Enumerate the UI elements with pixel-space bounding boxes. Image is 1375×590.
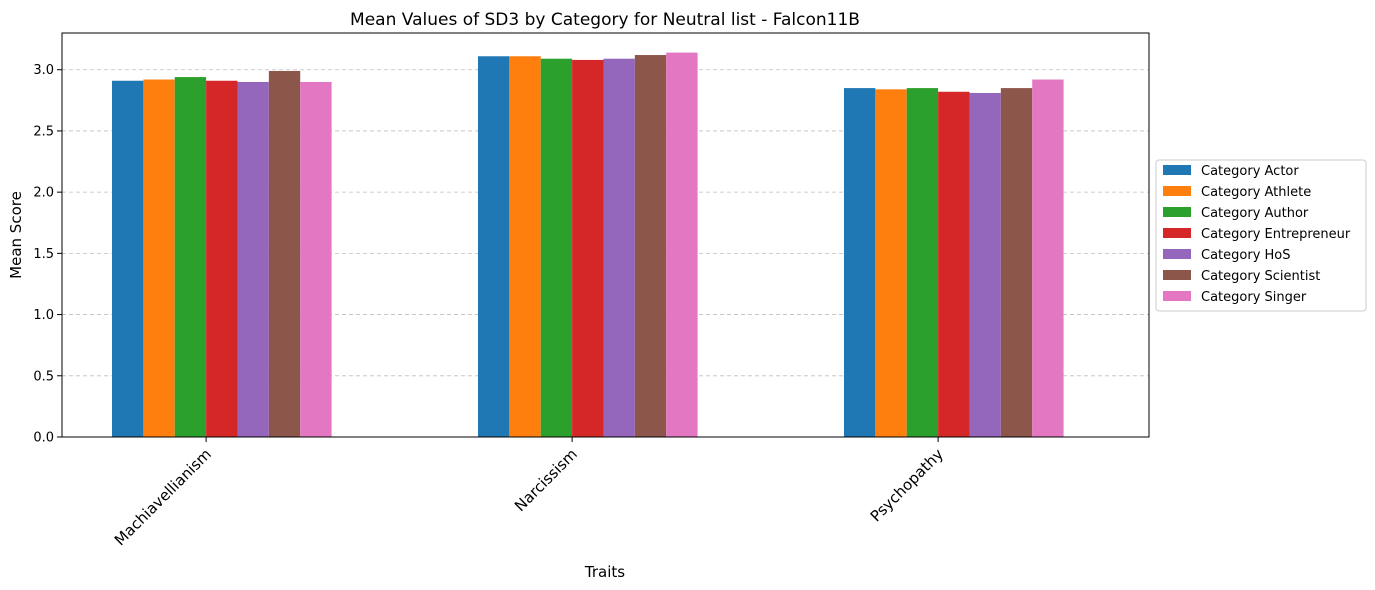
bar (477, 56, 510, 437)
legend-label: Category Author (1201, 206, 1309, 221)
bars (112, 52, 1064, 438)
bar (906, 88, 939, 437)
legend-label: Category Actor (1201, 164, 1299, 179)
x-axis-label: Traits (584, 563, 625, 581)
y-axis: 0.0 0.5 1.0 1.5 2.0 2.5 3.0 (33, 63, 62, 446)
bar (509, 56, 541, 437)
legend-label: Category Entrepreneur (1201, 227, 1351, 242)
y-axis-label: Mean Score (7, 191, 25, 279)
y-tick-label: 3.0 (33, 63, 54, 78)
y-tick-label: 2.0 (33, 186, 54, 201)
legend-swatch (1163, 228, 1191, 238)
bar (666, 52, 698, 437)
bar (174, 77, 207, 437)
legend-swatch (1163, 165, 1191, 175)
x-axis: Machiavellianism Narcissism Psychopathy (111, 437, 947, 549)
legend-swatch (1163, 186, 1191, 196)
y-tick-label: 0.0 (33, 431, 54, 446)
legend-label: Category Singer (1201, 290, 1307, 305)
y-tick-label: 1.0 (33, 308, 54, 323)
bar (268, 70, 301, 438)
bar (143, 79, 175, 437)
legend-label: Category Athlete (1201, 185, 1311, 200)
bar (634, 55, 667, 437)
x-tick-label: Machiavellianism (111, 445, 215, 549)
bar (603, 58, 635, 437)
bar (237, 81, 269, 437)
legend-swatch (1163, 249, 1191, 259)
plot-frame (61, 32, 1150, 438)
legend-swatch (1163, 207, 1191, 217)
bar (875, 89, 907, 437)
legend-swatch (1163, 291, 1191, 301)
bar (112, 80, 144, 437)
chart-title: Mean Values of SD3 by Category for Neutr… (350, 10, 860, 30)
x-tick-label: Narcissism (511, 445, 581, 515)
x-tick-label: Psychopathy (867, 445, 947, 525)
y-tick-label: 1.5 (33, 247, 54, 262)
legend-swatch (1163, 270, 1191, 280)
bar (1032, 79, 1064, 437)
legend-label: Category Scientist (1201, 269, 1320, 284)
bar (843, 88, 876, 437)
bar (969, 92, 1001, 437)
bar (572, 59, 604, 437)
y-tick-label: 0.5 (33, 369, 54, 384)
bar (206, 80, 238, 437)
bar (540, 58, 573, 437)
y-tick-label: 2.5 (33, 124, 54, 139)
bar (300, 81, 332, 437)
legend: Category Actor Category Athlete Category A… (1155, 159, 1367, 312)
bar (938, 91, 970, 437)
legend-label: Category HoS (1201, 248, 1291, 263)
legend-box (1155, 159, 1367, 312)
bar (1000, 88, 1033, 437)
